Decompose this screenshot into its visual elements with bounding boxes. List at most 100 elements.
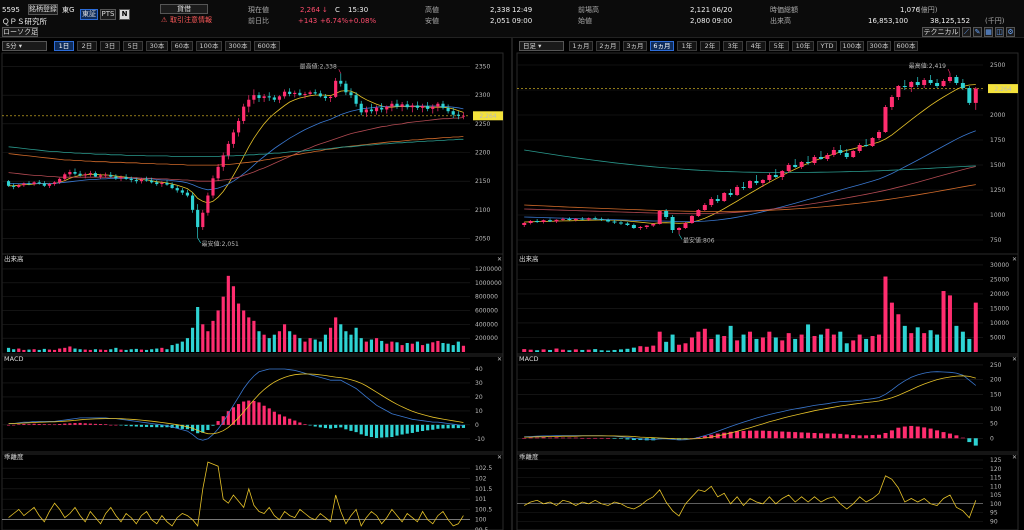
right-interval-label: 日足	[523, 42, 536, 50]
right-candle-69	[967, 88, 972, 103]
left-range-7[interactable]: 300本	[225, 41, 251, 51]
left-macd-hist-78	[405, 424, 409, 434]
n-badge[interactable]: N	[119, 9, 130, 20]
chart-type-select[interactable]: ローソク足	[2, 27, 38, 37]
right-range-13[interactable]: 600本	[894, 41, 918, 51]
right-range-8[interactable]: 5年	[769, 41, 789, 51]
register-button[interactable]: 銘柄登録	[28, 4, 58, 15]
right-deviation-line	[524, 475, 977, 519]
left-close-icon-0[interactable]: ✕	[497, 256, 502, 263]
right-macd-hist-58	[896, 427, 901, 439]
left-volume-bar-51	[267, 338, 271, 352]
left-candle-20	[109, 174, 113, 177]
draw-line-icon[interactable]: ⟋	[962, 27, 971, 37]
left-macd-hist-12	[68, 423, 72, 425]
left-candle-50	[262, 96, 266, 99]
right-macd-tick-4: 200	[990, 377, 1002, 384]
right-macd-hist-70	[973, 438, 978, 446]
left-interval-select[interactable]: 5分 ▾	[2, 41, 47, 51]
right-volume-bar-35	[748, 331, 752, 352]
tab-tse[interactable]: 東証	[80, 9, 98, 20]
left-range-2[interactable]: 3日	[100, 41, 120, 51]
left-macd-hist-4	[27, 424, 31, 425]
left-candle-83	[431, 106, 435, 109]
open-time: 09:00	[712, 17, 733, 25]
left-volume-bar-35	[185, 338, 190, 352]
left-volume-bar-30	[160, 347, 164, 352]
left-macd-hist-2	[17, 424, 21, 425]
right-range-9[interactable]: 10年	[792, 41, 814, 51]
right-macd-hist-17	[631, 438, 636, 441]
left-volume-bar-44	[231, 286, 236, 352]
left-macd-hist-82	[426, 424, 430, 431]
draw-pen-icon[interactable]: ✎	[973, 27, 982, 37]
left-macd-hist-66	[344, 424, 348, 430]
left-interval-label: 5分	[6, 42, 17, 50]
left-macd-hist-19	[104, 424, 108, 425]
left-candle-72	[374, 107, 379, 112]
tab-pts[interactable]: PTS	[100, 9, 116, 20]
left-close-icon-1[interactable]: ✕	[497, 356, 502, 363]
left-macd-hist-42	[221, 416, 225, 425]
left-macd-hist-14	[78, 422, 82, 425]
right-range-2[interactable]: 3ヵ月	[623, 41, 647, 51]
right-price-tick-7: 2500	[990, 62, 1005, 69]
left-macd-hist-9	[52, 424, 57, 426]
left-macd-frame	[1, 353, 504, 455]
trade-warning-link[interactable]: 取引注意情報	[170, 16, 212, 24]
left-macd-hist-68	[354, 424, 358, 433]
right-volume-bar-52	[857, 334, 862, 352]
split-icon[interactable]: ◫	[995, 27, 1004, 37]
left-range-8[interactable]: 600本	[254, 41, 280, 51]
right-interval-select[interactable]: 日足 ▾	[519, 41, 564, 51]
left-volume-bar-75	[390, 341, 394, 352]
left-range-6[interactable]: 100本	[196, 41, 222, 51]
right-range-1[interactable]: 2ヵ月	[596, 41, 620, 51]
right-range-7[interactable]: 4年	[746, 41, 766, 51]
left-volume-bar-85	[441, 343, 445, 352]
right-close-icon-0[interactable]: ✕	[1012, 256, 1017, 263]
right-range-3[interactable]: 6ヵ月	[650, 41, 674, 51]
left-volume-bar-83	[431, 342, 435, 352]
left-candle-39	[206, 195, 210, 213]
settings-icon[interactable]: ⚙	[1006, 27, 1015, 37]
right-range-5[interactable]: 2年	[700, 41, 720, 51]
left-volume-bar-86	[446, 343, 450, 352]
right-candle-56	[883, 107, 888, 132]
right-range-6[interactable]: 3年	[723, 41, 743, 51]
right-range-10[interactable]: YTD	[817, 41, 837, 51]
left-macd-hist-23	[124, 424, 128, 426]
right-close-icon-1[interactable]: ✕	[1012, 356, 1017, 363]
right-candle-34	[741, 187, 746, 188]
left-macd-hist-52	[272, 411, 276, 425]
right-last-label: 2,264	[994, 86, 1011, 93]
right-range-11[interactable]: 100本	[840, 41, 864, 51]
right-candle-35	[748, 181, 752, 188]
left-close-icon-2[interactable]: ✕	[497, 454, 502, 461]
left-volume-bar-13	[73, 348, 77, 352]
right-macd-hist-57	[889, 430, 894, 439]
right-range-4[interactable]: 1年	[677, 41, 697, 51]
technical-button[interactable]: テクニカル	[922, 27, 960, 37]
right-candle-3	[541, 220, 546, 222]
right-macd-hist-3	[541, 437, 546, 439]
left-range-0[interactable]: 1日	[54, 41, 74, 51]
left-candle-5	[32, 182, 36, 185]
right-candle-6	[560, 219, 565, 220]
right-range-12[interactable]: 300本	[867, 41, 891, 51]
left-range-4[interactable]: 30本	[146, 41, 168, 51]
left-macd-hist-1	[12, 424, 16, 426]
right-close-icon-2[interactable]: ✕	[1012, 454, 1017, 461]
left-macd-hist-26	[139, 424, 144, 427]
layout-icon[interactable]: ▦	[984, 27, 993, 37]
left-candle-30	[160, 182, 164, 185]
left-candle-89	[461, 115, 466, 117]
right-volume-bar-31	[722, 336, 727, 352]
left-range-1[interactable]: 2日	[77, 41, 97, 51]
left-range-5[interactable]: 60本	[171, 41, 193, 51]
right-candle-25	[683, 223, 688, 228]
left-macd-hist-32	[170, 424, 174, 428]
right-volume-tick-1: 10000	[990, 320, 1009, 327]
right-range-0[interactable]: 1ヵ月	[569, 41, 593, 51]
left-range-3[interactable]: 5日	[123, 41, 143, 51]
